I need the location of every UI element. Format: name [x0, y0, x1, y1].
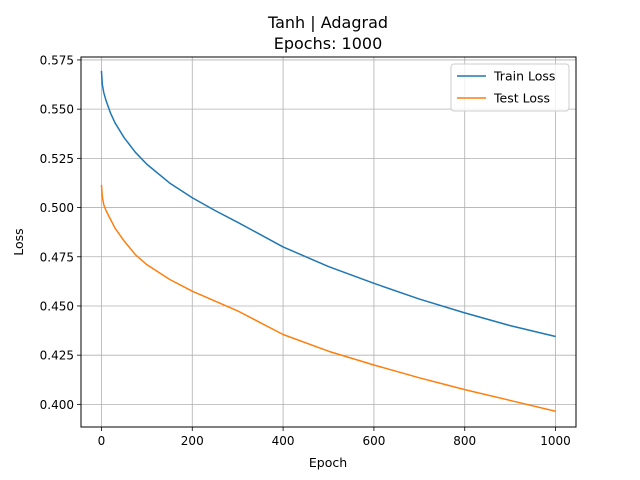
series-lines: [100, 70, 556, 412]
x-tick-label: 0: [98, 434, 106, 448]
series-line-test-loss: [100, 184, 556, 412]
legend-label-test: Test Loss: [493, 91, 550, 106]
ticks: 0 200 400 600 800 1000 0.400 0.425 0.450 0.475 0.5…: [40, 53, 571, 448]
chart-title: Tanh | Adagrad: [267, 13, 388, 32]
legend-label-train: Train Loss: [493, 69, 555, 84]
y-tick-label: 0.525: [40, 152, 74, 166]
x-tick-label: 1000: [540, 434, 571, 448]
y-tick-label: 0.475: [40, 250, 74, 264]
series-line-train-loss: [100, 70, 556, 338]
x-tick-label: 800: [453, 434, 476, 448]
x-tick-label: 400: [272, 434, 295, 448]
y-tick-label: 0.425: [40, 349, 74, 363]
grid: [81, 57, 576, 427]
y-tick-label: 0.575: [40, 53, 74, 67]
y-axis-label: Loss: [11, 228, 26, 255]
chart-subtitle: Epochs: 1000: [274, 34, 383, 53]
y-tick-label: 0.550: [40, 103, 74, 117]
x-tick-label: 600: [362, 434, 385, 448]
x-axis-label: Epoch: [309, 455, 347, 470]
y-tick-label: 0.500: [40, 201, 74, 215]
y-tick-label: 0.450: [40, 299, 74, 313]
x-tick-label: 200: [181, 434, 204, 448]
legend: Train Loss Test Loss: [450, 63, 570, 112]
y-tick-label: 0.400: [40, 398, 74, 412]
plot-frame: [80, 56, 577, 428]
